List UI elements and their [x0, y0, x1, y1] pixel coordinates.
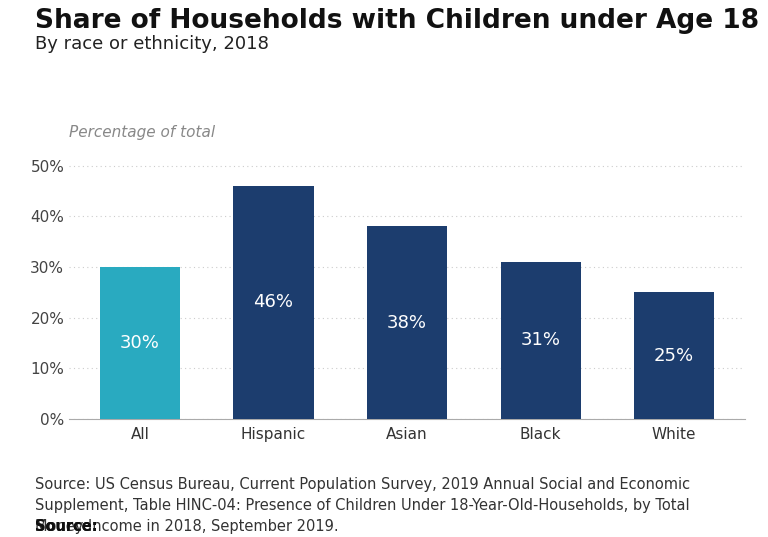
Text: 30%: 30% [120, 334, 160, 352]
Text: 31%: 31% [521, 331, 561, 350]
Text: Source: US Census Bureau, Current Population Survey, 2019 Annual Social and Econ: Source: US Census Bureau, Current Popula… [35, 477, 690, 534]
Text: Percentage of total: Percentage of total [69, 125, 215, 140]
Text: Source:: Source: [35, 519, 98, 534]
Bar [100, 267, 180, 419]
Text: Source:: Source: [35, 519, 98, 534]
Bar [233, 186, 313, 419]
Text: Share of Households with Children under Age 18: Share of Households with Children under … [35, 8, 759, 34]
Text: 25%: 25% [654, 346, 694, 365]
Text: By race or ethnicity, 2018: By race or ethnicity, 2018 [35, 35, 269, 53]
Bar [634, 292, 714, 419]
Bar [501, 262, 581, 419]
Text: 46%: 46% [253, 293, 293, 311]
Bar [367, 227, 447, 419]
Text: 38%: 38% [387, 314, 427, 332]
